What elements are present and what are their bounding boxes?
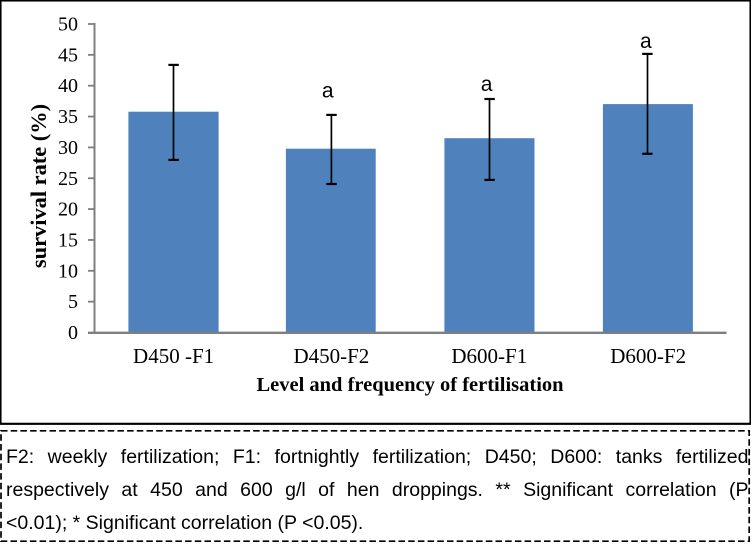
svg-text:survival rate (%): survival rate (%) (26, 104, 51, 268)
svg-text:a: a (322, 80, 334, 103)
svg-text:a: a (640, 30, 652, 53)
svg-text:D450-F2: D450-F2 (293, 344, 369, 368)
svg-text:D600-F2: D600-F2 (610, 344, 686, 368)
svg-text:a: a (481, 73, 493, 96)
svg-text:Level and frequency of fertili: Level and frequency of fertilisation (256, 374, 564, 396)
svg-text:35: 35 (58, 106, 78, 128)
svg-text:D450 -F1: D450 -F1 (133, 344, 214, 368)
svg-text:30: 30 (58, 137, 78, 159)
svg-text:40: 40 (58, 75, 78, 97)
svg-text:25: 25 (58, 168, 78, 190)
svg-text:20: 20 (58, 199, 78, 221)
svg-text:45: 45 (58, 44, 78, 66)
svg-text:50: 50 (58, 14, 78, 36)
svg-text:5: 5 (68, 291, 78, 313)
svg-text:15: 15 (58, 229, 78, 251)
svg-text:0: 0 (68, 322, 78, 344)
svg-text:10: 10 (58, 260, 78, 282)
svg-text:D600-F1: D600-F1 (451, 344, 527, 368)
